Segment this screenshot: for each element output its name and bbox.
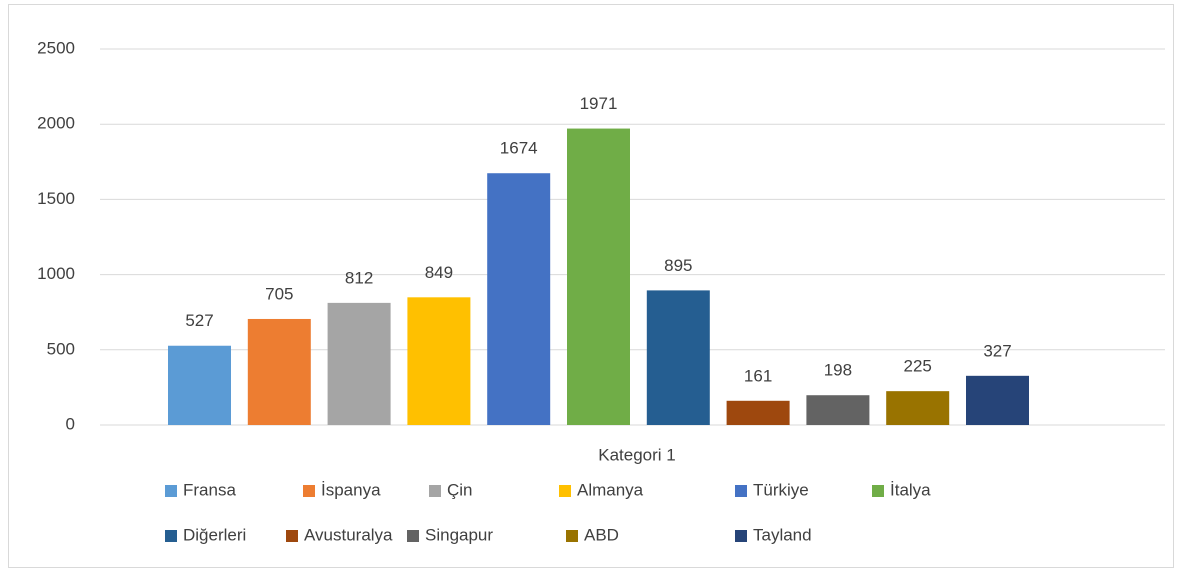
legend-swatch: [407, 530, 419, 542]
data-label: 1674: [500, 139, 538, 158]
data-label: 812: [345, 268, 373, 287]
legend-swatch: [872, 485, 884, 497]
legend-swatch: [303, 485, 315, 497]
y-tick-label: 0: [66, 414, 75, 433]
bar: [327, 302, 391, 425]
legend-label: Çin: [447, 480, 473, 499]
legend-swatch: [165, 530, 177, 542]
x-tick-label: Kategori 1: [598, 445, 676, 464]
legend-label: Fransa: [183, 480, 236, 499]
legend-label: Diğerleri: [183, 525, 246, 544]
y-tick-label: 2500: [37, 38, 75, 57]
legend-swatch: [566, 530, 578, 542]
legend-label: Almanya: [577, 480, 644, 499]
y-tick-label: 1500: [37, 189, 75, 208]
bar: [407, 297, 471, 425]
y-tick-label: 2000: [37, 114, 75, 133]
bar: [806, 395, 870, 425]
data-label: 705: [265, 284, 293, 303]
bar: [966, 375, 1029, 425]
legend-swatch: [559, 485, 571, 497]
legend-label: İtalya: [890, 480, 931, 499]
bar: [247, 318, 311, 425]
legend-label: Tayland: [753, 525, 812, 544]
bar: [567, 128, 630, 426]
legend-swatch: [429, 485, 441, 497]
data-label: 225: [904, 357, 932, 376]
legend-label: ABD: [584, 525, 619, 544]
legend-label: Singapur: [425, 525, 493, 544]
bar: [646, 290, 710, 425]
legend-swatch: [735, 530, 747, 542]
legend-label: İspanya: [321, 480, 381, 499]
data-label: 849: [425, 263, 453, 282]
data-label: 1971: [580, 94, 618, 113]
data-label: 198: [824, 361, 852, 380]
data-label: 527: [185, 311, 213, 330]
y-tick-label: 1000: [37, 264, 75, 283]
legend-label: Türkiye: [753, 480, 809, 499]
legend-swatch: [165, 485, 177, 497]
legend-label: Avusturalya: [304, 525, 393, 544]
y-tick-label: 500: [47, 339, 75, 358]
bar: [487, 173, 551, 425]
legend-swatch: [735, 485, 747, 497]
data-label: 161: [744, 366, 772, 385]
data-label: 327: [983, 341, 1011, 360]
legend-swatch: [286, 530, 298, 542]
data-label: 895: [664, 256, 692, 275]
bar: [726, 400, 790, 425]
bar: [168, 345, 231, 425]
bar: [886, 391, 950, 425]
